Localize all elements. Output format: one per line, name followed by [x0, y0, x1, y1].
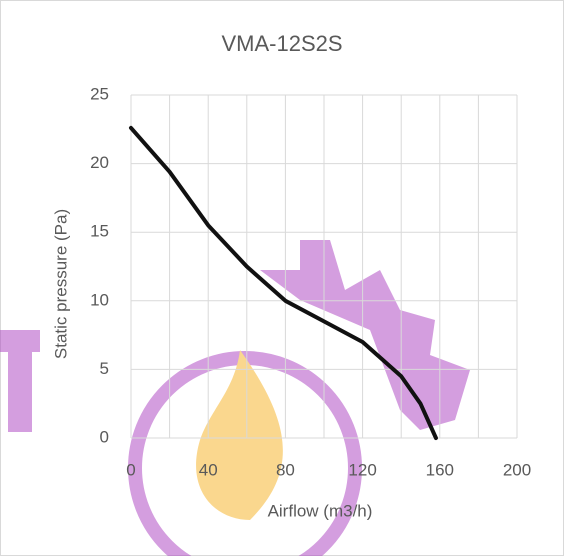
- y-tick-label: 20: [90, 153, 109, 172]
- y-tick-label: 10: [90, 290, 109, 309]
- x-tick-label: 40: [199, 460, 218, 479]
- chart-title: VMA-12S2S: [221, 31, 342, 56]
- x-axis-label: Airflow (m3/h): [268, 501, 373, 520]
- data-line: [129, 125, 438, 440]
- x-tick-label: 200: [503, 460, 531, 479]
- y-tick-label: 15: [90, 222, 109, 241]
- y-tick-label: 5: [100, 359, 109, 378]
- x-tick-label: 120: [348, 460, 376, 479]
- x-tick-label: 80: [276, 460, 295, 479]
- y-axis-label: Static pressure (Pa): [51, 209, 70, 359]
- watermark: [0, 240, 470, 556]
- y-tick-label: 0: [100, 427, 109, 446]
- x-tick-label: 0: [126, 460, 135, 479]
- x-tick-label: 160: [426, 460, 454, 479]
- y-tick-label: 25: [90, 84, 109, 103]
